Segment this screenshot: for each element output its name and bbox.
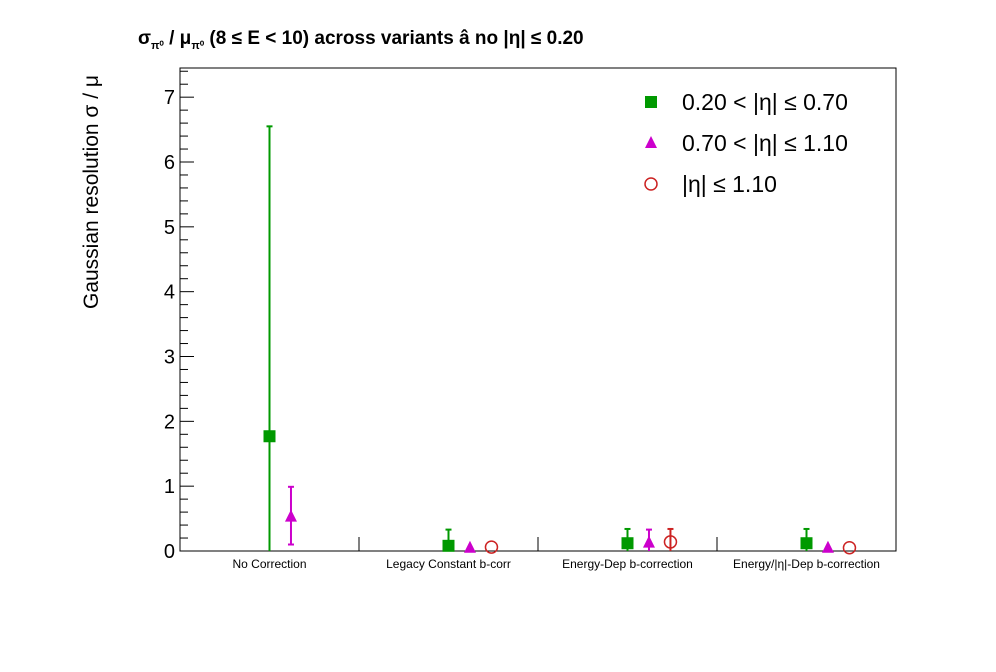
legend-marker xyxy=(645,136,657,148)
data-point xyxy=(842,541,857,555)
y-tick-label: 0 xyxy=(164,541,175,563)
legend: 0.20 < |η| ≤ 0.70 0.70 < |η| ≤ 1.10 |η| ≤ … xyxy=(644,89,848,197)
x-tick-label: No Correction xyxy=(232,557,306,571)
data-point xyxy=(642,535,655,548)
x-axis: No Correction Legacy Constant b-corr Energ… xyxy=(232,537,880,571)
y-tick-label: 2 xyxy=(164,411,175,433)
data-point xyxy=(484,540,499,554)
legend-marker xyxy=(645,96,657,108)
data-point xyxy=(442,539,455,552)
chart-title: σπ⁰ / μπ⁰ (8 ≤ E < 10) across variants â… xyxy=(138,28,584,52)
data-point xyxy=(263,430,276,443)
data-point xyxy=(663,535,678,549)
y-axis: 0 1 2 3 4 5 6 7 xyxy=(164,70,194,563)
data-point xyxy=(800,537,813,550)
y-tick-label: 6 xyxy=(164,152,175,174)
y-tick-label: 4 xyxy=(164,282,175,304)
data-point xyxy=(821,540,834,553)
x-tick-label: Legacy Constant b-corr xyxy=(386,557,511,571)
data-point xyxy=(284,509,297,522)
x-tick-label: Energy-Dep b-correction xyxy=(562,557,693,571)
y-tick-label: 3 xyxy=(164,347,175,369)
legend-marker xyxy=(644,177,658,191)
y-tick-label: 5 xyxy=(164,217,175,239)
data-point xyxy=(463,540,476,553)
y-tick-label: 1 xyxy=(164,476,175,498)
data-marks xyxy=(263,125,857,555)
legend-entry-label: 0.70 < |η| ≤ 1.10 xyxy=(682,130,848,156)
y-tick-label: 7 xyxy=(164,87,175,109)
data-point xyxy=(621,537,634,550)
y-axis-label: Gaussian resolution σ / μ xyxy=(80,74,103,310)
legend-entry-label: 0.20 < |η| ≤ 0.70 xyxy=(682,89,848,115)
legend-entry-label: |η| ≤ 1.10 xyxy=(682,171,777,197)
x-tick-label: Energy/|η|-Dep b-correction xyxy=(733,557,880,571)
